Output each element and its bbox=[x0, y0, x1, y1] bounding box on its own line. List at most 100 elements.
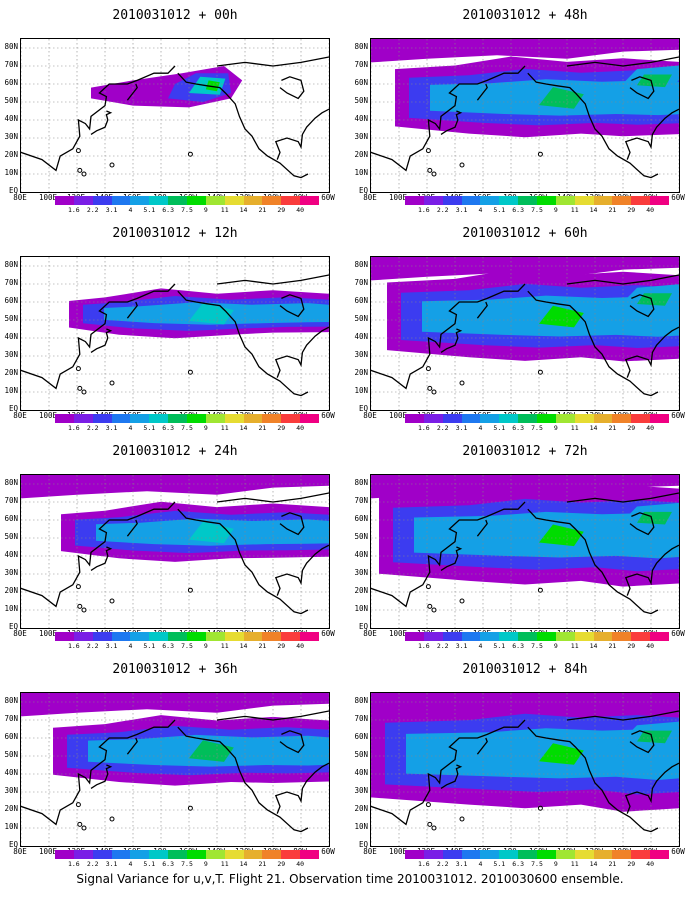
coastline bbox=[629, 76, 655, 100]
colorbar-label: 11 bbox=[220, 860, 229, 868]
latitude-label: 60N bbox=[4, 732, 18, 741]
colorbar-segment bbox=[423, 632, 444, 641]
colorbar-label: 2.2 bbox=[86, 860, 99, 868]
colorbar-segment bbox=[149, 850, 169, 859]
longitude-label: 60W bbox=[321, 629, 335, 638]
latitude-label: 80N bbox=[4, 696, 18, 705]
colorbar-label: 29 bbox=[627, 424, 636, 432]
latitude-label: 70N bbox=[4, 60, 18, 69]
panel-title: 2010031012 + 36h bbox=[112, 662, 238, 677]
colorbar-segment bbox=[262, 196, 282, 205]
coastline bbox=[624, 108, 679, 160]
colorbar-label: 3.1 bbox=[105, 860, 118, 868]
coastline bbox=[371, 719, 526, 826]
latitude-label: 10N bbox=[4, 604, 18, 613]
colorbar-segment bbox=[442, 850, 463, 859]
forecast-panel: 2010031012 + 60h 80N 70N 60N 50N 40N 30N 20N 10N… bbox=[350, 218, 700, 436]
coastline bbox=[126, 83, 138, 101]
latitude-label: 40N bbox=[4, 332, 18, 341]
island bbox=[77, 385, 83, 391]
colorbar-segment bbox=[537, 414, 557, 423]
colorbar-label: 29 bbox=[277, 424, 286, 432]
coastline bbox=[371, 501, 526, 608]
variance-map bbox=[20, 38, 330, 193]
forecast-panel: 2010031012 + 00h 80N 70N 60N 50N 40N 30N 20N 10N… bbox=[0, 0, 350, 218]
latitude-label: 40N bbox=[354, 768, 368, 777]
colorbar-label: 14 bbox=[589, 860, 598, 868]
forecast-panel: 2010031012 + 24h 80N 70N 60N 50N 40N 30N 20N 10N… bbox=[0, 436, 350, 654]
panel-title: 2010031012 + 48h bbox=[462, 8, 588, 23]
island bbox=[109, 816, 115, 822]
colorbar-label: 9 bbox=[553, 860, 558, 868]
panel-title: 2010031012 + 00h bbox=[112, 8, 238, 23]
latitude-label: EQ bbox=[358, 404, 368, 413]
latitude-label: EQ bbox=[358, 622, 368, 631]
island bbox=[427, 603, 433, 609]
forecast-panel: 2010031012 + 72h 80N 70N 60N 50N 40N 30N 20N 10N… bbox=[350, 436, 700, 654]
latitude-label: 50N bbox=[4, 532, 18, 541]
coastline bbox=[371, 65, 526, 172]
coastline bbox=[279, 294, 305, 318]
colorbar-label: 11 bbox=[220, 206, 229, 214]
colorbar-label: 40 bbox=[296, 206, 305, 214]
colorbar-label: 21 bbox=[608, 206, 617, 214]
colorbar-segment bbox=[423, 850, 444, 859]
latitude-label: 60N bbox=[4, 296, 18, 305]
latitude-label: 70N bbox=[4, 714, 18, 723]
coastline bbox=[177, 290, 309, 397]
colorbar-label: 6.3 bbox=[162, 424, 175, 432]
colorbar-label: 4 bbox=[478, 642, 483, 650]
colorbar-label: 14 bbox=[239, 860, 248, 868]
colorbar-label: 14 bbox=[239, 424, 248, 432]
coastline bbox=[440, 328, 463, 353]
latitude-label: 10N bbox=[354, 168, 368, 177]
longitude-label: 80E bbox=[363, 847, 377, 856]
longitude-label: 60W bbox=[321, 193, 335, 202]
island bbox=[459, 598, 465, 604]
latitude-label: 80N bbox=[4, 478, 18, 487]
coastline bbox=[126, 737, 138, 755]
coastline bbox=[566, 274, 679, 285]
colorbar-segment bbox=[405, 414, 425, 423]
variance-region bbox=[637, 730, 672, 744]
coastline bbox=[629, 512, 655, 536]
colorbar-segment bbox=[187, 632, 207, 641]
colorbar-segment bbox=[111, 632, 131, 641]
longitude-label: 60W bbox=[671, 411, 685, 420]
variance-region bbox=[539, 524, 584, 547]
colorbar-label: 6.3 bbox=[512, 206, 525, 214]
colorbar-label: 7.5 bbox=[181, 642, 193, 650]
colorbar-label: 14 bbox=[239, 642, 248, 650]
island bbox=[81, 607, 87, 613]
latitude-label: EQ bbox=[8, 622, 18, 631]
colorbar-label: 7.5 bbox=[531, 424, 543, 432]
colorbar-label: 4 bbox=[478, 860, 483, 868]
latitude-label: 40N bbox=[4, 768, 18, 777]
colorbar-segment bbox=[631, 632, 651, 641]
coastline bbox=[527, 726, 659, 833]
colorbar-label: 40 bbox=[646, 424, 655, 432]
coastline bbox=[216, 710, 329, 721]
coastline bbox=[274, 108, 329, 160]
colorbar-segment bbox=[574, 414, 595, 423]
colorbar-segment bbox=[612, 850, 632, 859]
colorbar bbox=[405, 414, 670, 423]
coastline bbox=[177, 726, 309, 833]
colorbar-segment bbox=[224, 196, 245, 205]
latitude-label: 80N bbox=[354, 696, 368, 705]
colorbar-segment bbox=[262, 414, 282, 423]
colorbar-label: 29 bbox=[627, 206, 636, 214]
panel-title: 2010031012 + 12h bbox=[112, 226, 238, 241]
island bbox=[459, 162, 465, 168]
colorbar-segment bbox=[205, 850, 226, 859]
longitude-label: 80E bbox=[13, 629, 27, 638]
colorbar-segment bbox=[243, 414, 263, 423]
colorbar-segment bbox=[555, 850, 576, 859]
colorbar-segment bbox=[205, 632, 226, 641]
latitude-label: 50N bbox=[354, 96, 368, 105]
coastline bbox=[566, 492, 679, 503]
colorbar-segment bbox=[650, 850, 670, 859]
colorbar-label: 1.6 bbox=[417, 642, 430, 650]
latitude-label: 20N bbox=[354, 586, 368, 595]
colorbar-segment bbox=[461, 850, 481, 859]
